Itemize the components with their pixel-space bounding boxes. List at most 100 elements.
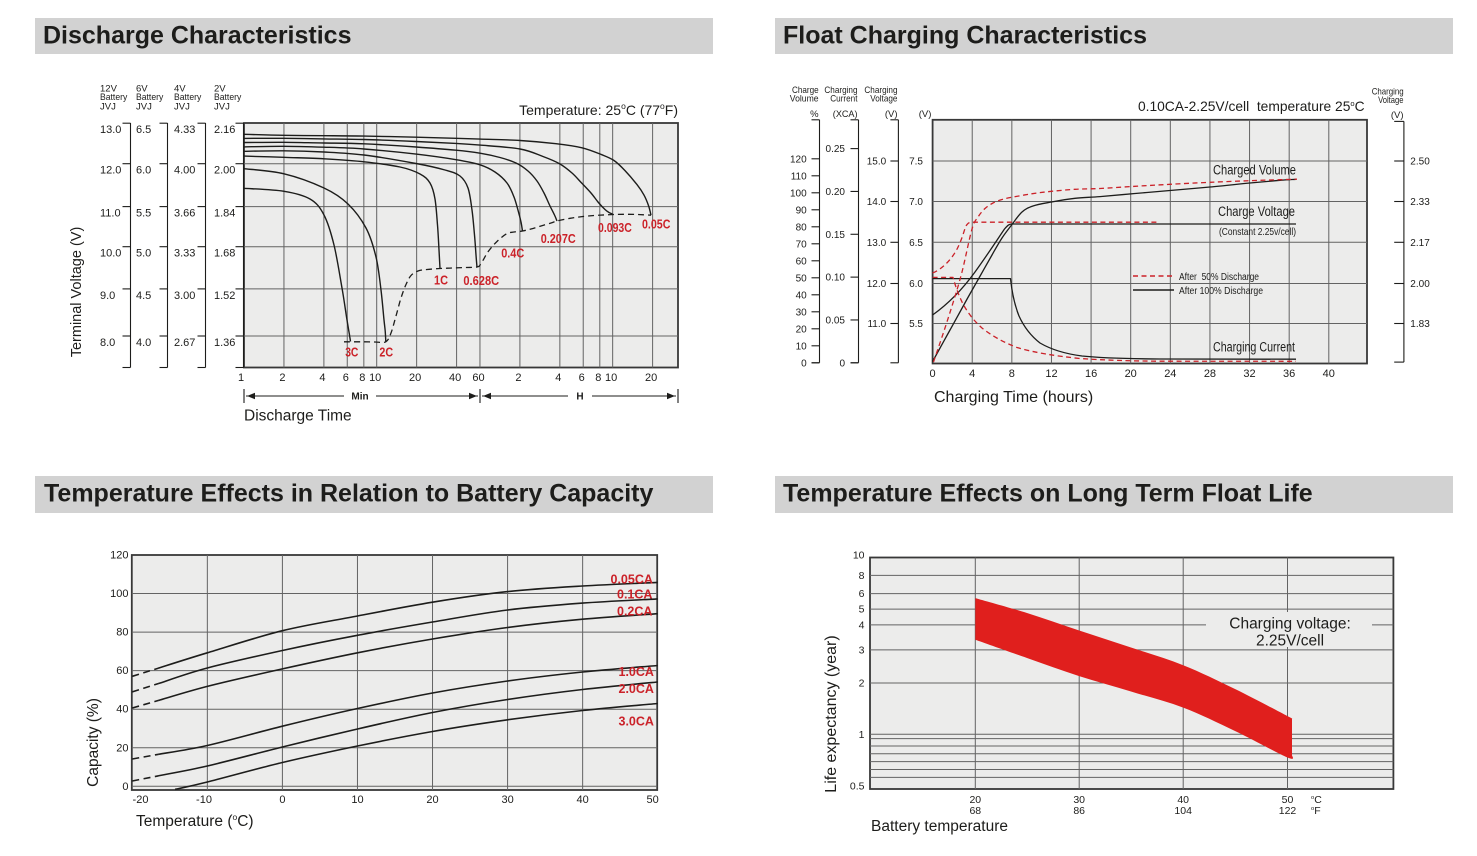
svg-text:1.68: 1.68 — [214, 248, 235, 260]
svg-text:(V): (V) — [919, 109, 932, 120]
svg-text:30: 30 — [1073, 794, 1085, 806]
svg-text:3: 3 — [859, 644, 865, 656]
svg-text:0.05C: 0.05C — [642, 216, 671, 231]
svg-text:(V): (V) — [1391, 110, 1404, 121]
svg-text:122: 122 — [1279, 805, 1297, 817]
svg-text:60: 60 — [796, 256, 808, 267]
svg-text:2.16: 2.16 — [214, 124, 235, 136]
svg-text:5: 5 — [859, 604, 865, 616]
svg-text:50: 50 — [796, 273, 808, 284]
svg-text:0.20: 0.20 — [826, 187, 846, 198]
svg-text:80: 80 — [116, 627, 128, 639]
svg-text:60: 60 — [116, 665, 128, 677]
svg-text:4: 4 — [859, 619, 865, 631]
svg-text:4: 4 — [319, 372, 325, 384]
svg-text:1.84: 1.84 — [214, 208, 235, 220]
svg-text:10: 10 — [605, 372, 617, 384]
svg-text:5.5: 5.5 — [909, 319, 923, 330]
svg-text:16: 16 — [1085, 368, 1097, 380]
svg-text:0: 0 — [122, 781, 128, 793]
svg-text:0: 0 — [801, 358, 807, 369]
svg-text:6V: 6V — [136, 83, 148, 94]
svg-text:Life expectancy (year): Life expectancy (year) — [823, 635, 840, 792]
svg-text:8.0: 8.0 — [100, 337, 115, 349]
svg-text:100: 100 — [110, 588, 128, 600]
svg-text:H: H — [576, 392, 583, 403]
svg-text:20: 20 — [645, 372, 657, 384]
svg-text:0: 0 — [279, 794, 285, 806]
svg-text:JVJ: JVJ — [214, 102, 230, 113]
svg-text:1C: 1C — [434, 273, 449, 288]
svg-text:Capacity (%): Capacity (%) — [85, 698, 102, 787]
svg-text:0.207C: 0.207C — [541, 231, 577, 246]
svg-text:Min: Min — [351, 392, 368, 403]
svg-text:40: 40 — [796, 290, 808, 301]
svg-text:70: 70 — [796, 239, 808, 250]
svg-text:Terminal Voltage (V): Terminal Voltage (V) — [69, 227, 85, 358]
svg-text:Battery: Battery — [214, 92, 242, 103]
svg-text:2V: 2V — [214, 83, 226, 94]
svg-text:4.0: 4.0 — [136, 337, 151, 349]
svg-text:10: 10 — [853, 550, 865, 562]
svg-text:5.0: 5.0 — [136, 248, 151, 260]
svg-text:Temperature (oC): Temperature (oC) — [136, 812, 254, 830]
svg-text:4: 4 — [555, 372, 561, 384]
svg-text:120: 120 — [110, 550, 128, 562]
svg-text:Charge: Charge — [792, 85, 819, 96]
svg-text:40: 40 — [449, 372, 461, 384]
svg-text:2: 2 — [515, 372, 521, 384]
svg-text:2.0CA: 2.0CA — [619, 682, 654, 696]
svg-text:After 100% Discharge: After 100% Discharge — [1179, 286, 1263, 297]
svg-text:0.093C: 0.093C — [598, 220, 632, 235]
svg-text:20: 20 — [409, 372, 421, 384]
svg-text:7.0: 7.0 — [909, 197, 923, 208]
svg-text:Temperature Effects on Long Te: Temperature Effects on Long Term Float L… — [783, 480, 1313, 508]
svg-text:1.52: 1.52 — [214, 290, 235, 302]
svg-text:80: 80 — [796, 222, 808, 233]
svg-text:40: 40 — [1323, 368, 1335, 380]
svg-text:0.4C: 0.4C — [501, 245, 525, 260]
svg-text:120: 120 — [790, 154, 807, 165]
svg-text:3.00: 3.00 — [174, 290, 195, 302]
svg-text:6.0: 6.0 — [136, 165, 151, 177]
svg-text:2.17: 2.17 — [1410, 238, 1430, 249]
svg-text:86: 86 — [1073, 805, 1085, 817]
svg-text:oF: oF — [1311, 805, 1321, 817]
svg-text:0.05CA: 0.05CA — [611, 573, 653, 587]
svg-text:60: 60 — [472, 372, 484, 384]
svg-text:4: 4 — [969, 368, 975, 380]
svg-text:Battery: Battery — [174, 92, 202, 103]
svg-text:2.25V/cell: 2.25V/cell — [1256, 633, 1324, 650]
svg-text:Volume: Volume — [790, 93, 819, 104]
svg-text:12.0: 12.0 — [867, 279, 887, 290]
svg-text:110: 110 — [791, 171, 807, 182]
svg-text:Discharge Time: Discharge Time — [244, 408, 352, 425]
svg-text:4.33: 4.33 — [174, 124, 195, 136]
svg-text:0.5: 0.5 — [850, 781, 865, 793]
svg-text:6.5: 6.5 — [909, 238, 923, 249]
svg-text:Temperature Effects in Relatio: Temperature Effects in Relation to Batte… — [44, 480, 654, 508]
svg-text:10: 10 — [351, 794, 363, 806]
svg-text:7.5: 7.5 — [909, 157, 923, 168]
svg-text:13.0: 13.0 — [100, 124, 121, 136]
svg-text:2.33: 2.33 — [1410, 197, 1430, 208]
svg-text:8: 8 — [1009, 368, 1015, 380]
svg-text:15.0: 15.0 — [867, 157, 887, 168]
svg-text:0.25: 0.25 — [826, 144, 846, 155]
svg-text:20: 20 — [969, 794, 981, 806]
svg-text:24: 24 — [1164, 368, 1176, 380]
svg-text:JVJ: JVJ — [174, 102, 190, 113]
svg-text:12.0: 12.0 — [100, 165, 121, 177]
svg-text:0.628C: 0.628C — [463, 273, 499, 288]
svg-text:2.00: 2.00 — [214, 165, 235, 177]
svg-text:(Constant 2.25v/cell): (Constant 2.25v/cell) — [1219, 226, 1296, 238]
svg-text:10.0: 10.0 — [100, 248, 121, 260]
svg-text:0.10: 0.10 — [826, 273, 846, 284]
svg-text:1: 1 — [238, 372, 244, 384]
svg-text:3.0CA: 3.0CA — [619, 715, 654, 729]
svg-text:Charging Current: Charging Current — [1213, 340, 1295, 355]
svg-text:50: 50 — [646, 794, 658, 806]
svg-text:Battery temperature: Battery temperature — [871, 818, 1008, 835]
svg-text:4V: 4V — [174, 83, 186, 94]
svg-text:10: 10 — [369, 372, 381, 384]
